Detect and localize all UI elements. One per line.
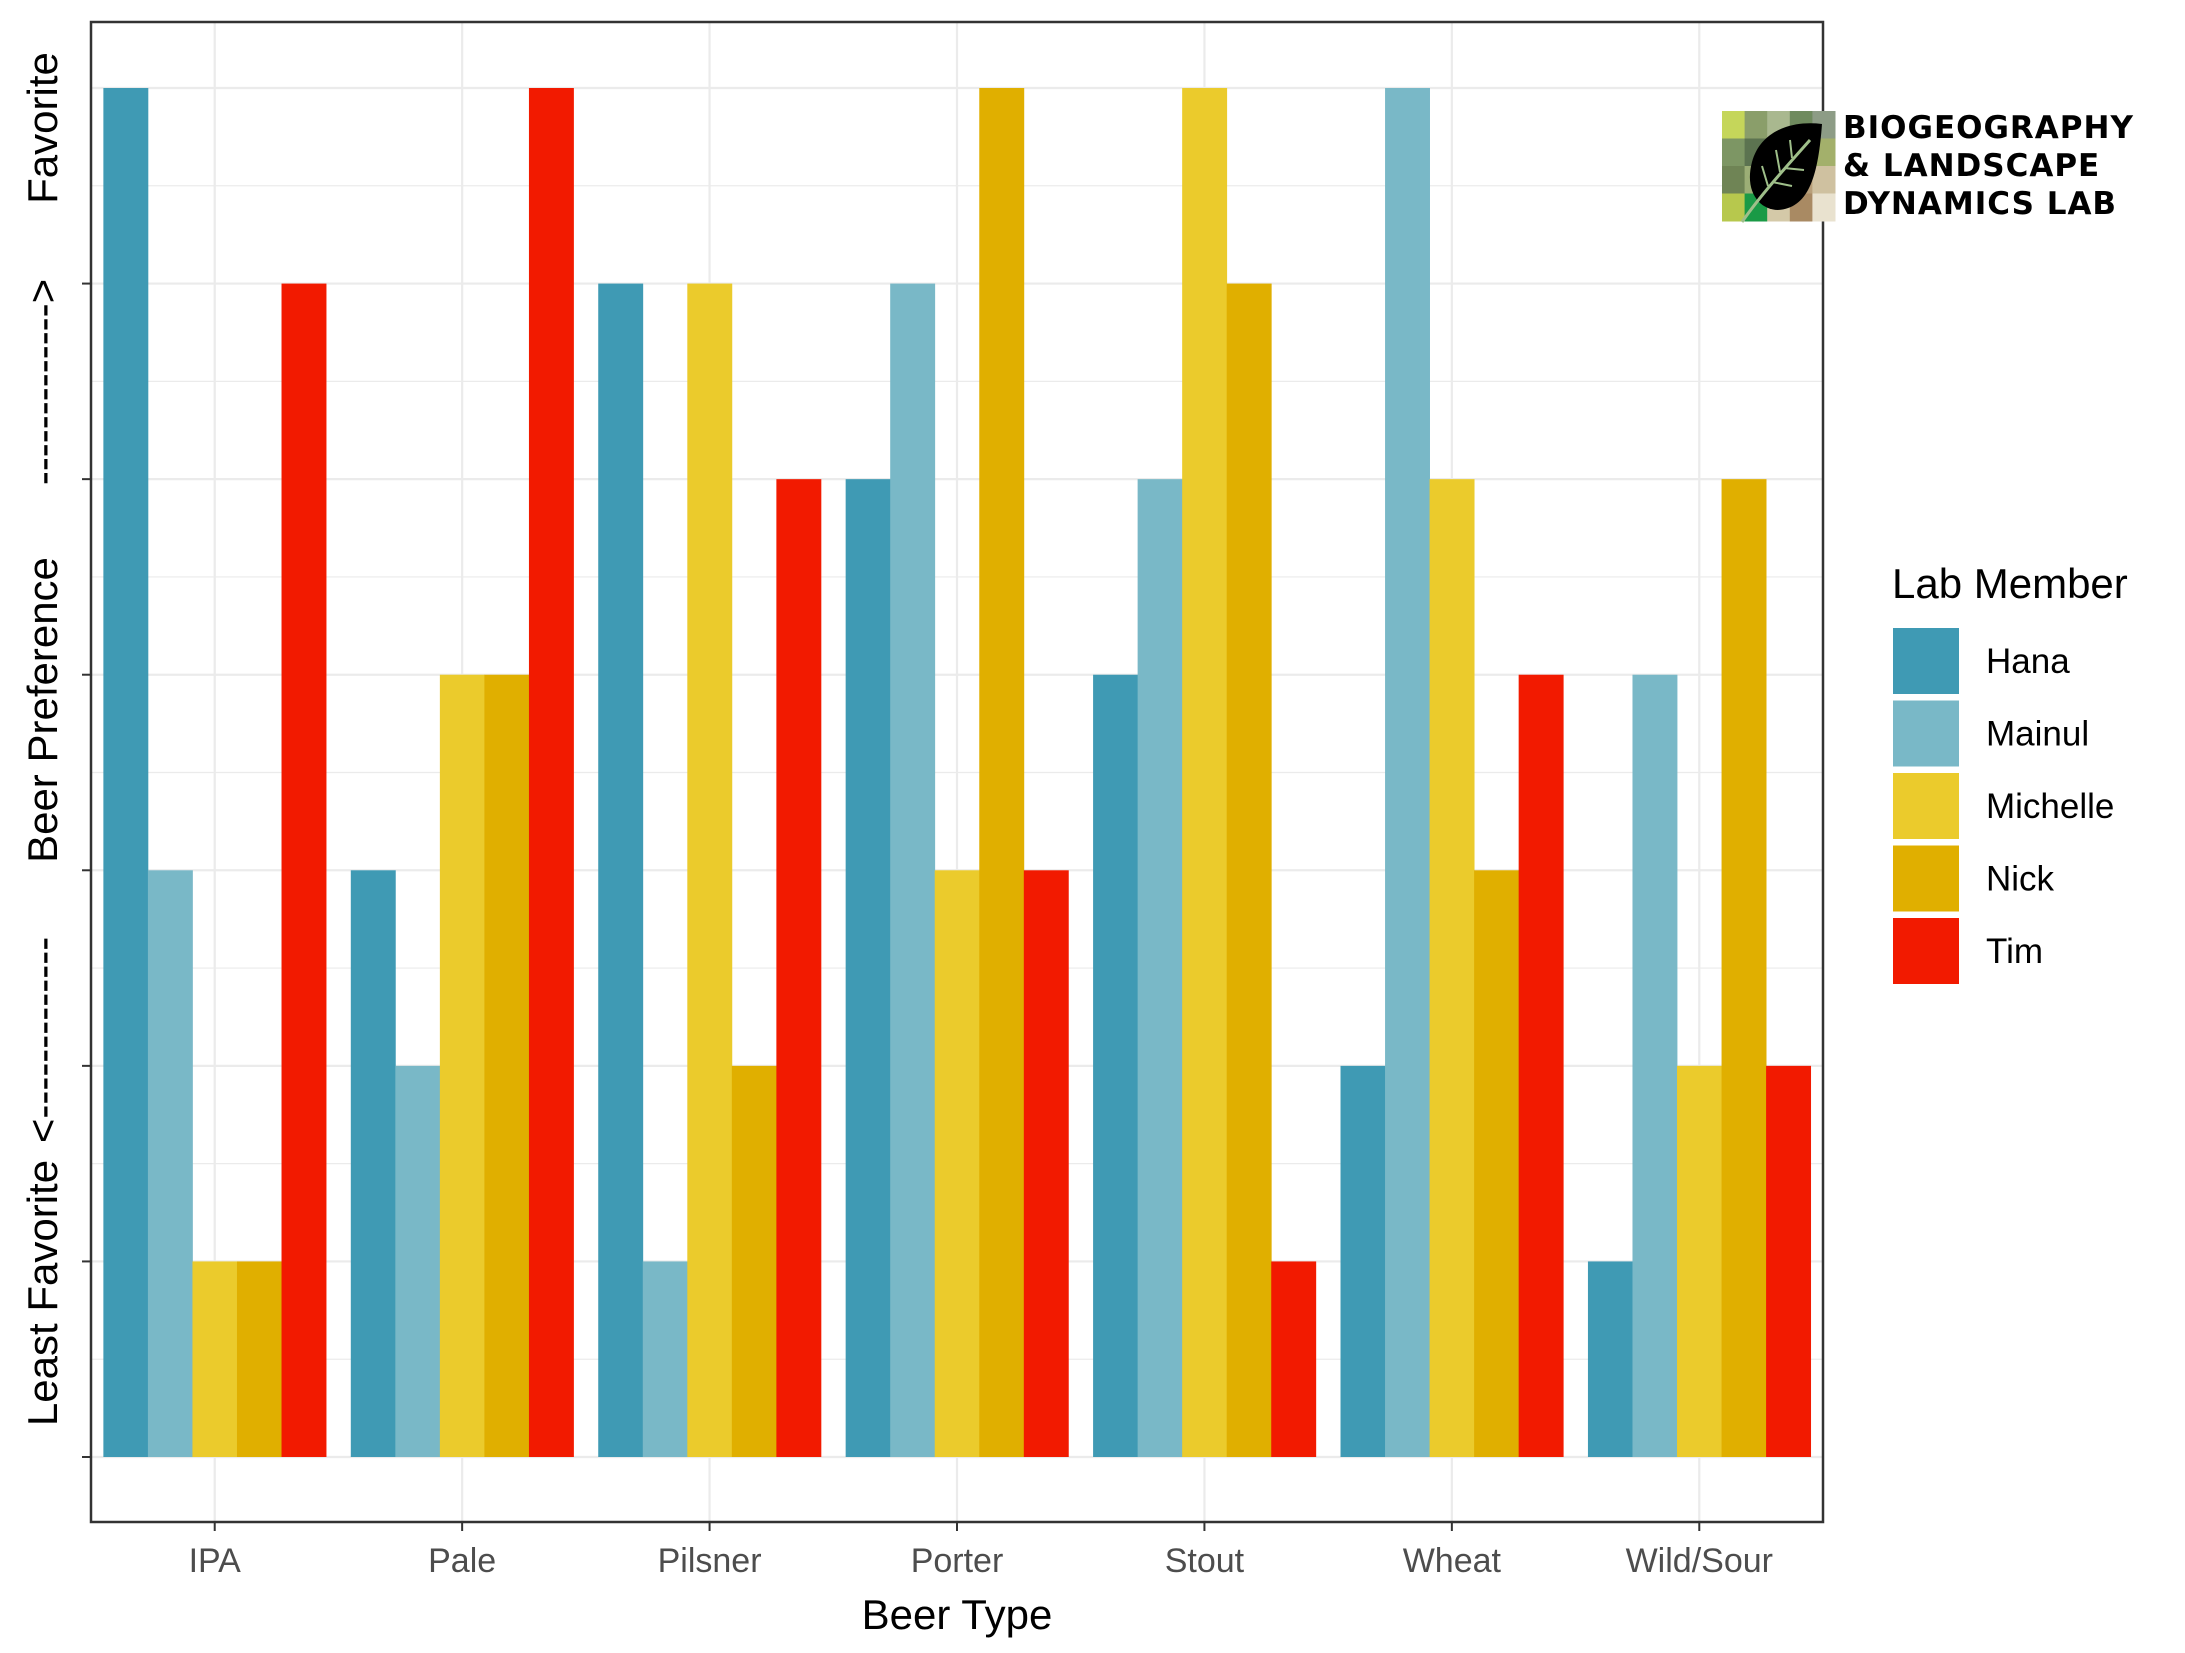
x-tick-label: Pale <box>428 1542 496 1580</box>
bar-michelle-pale <box>439 674 485 1457</box>
legend-label-michelle: Michelle <box>1986 787 2114 826</box>
bar-tim-stout <box>1271 1261 1317 1457</box>
bar-tim-porter <box>1023 870 1069 1457</box>
legend-title: Lab Member <box>1892 560 2128 607</box>
bar-mainul-porter <box>890 283 936 1458</box>
legend-swatch-mainul <box>1893 700 1959 767</box>
bar-tim-pale <box>528 88 574 1457</box>
bar-nick-stout <box>1226 283 1272 1458</box>
bar-hana-stout <box>1093 674 1139 1457</box>
bar-nick-pilsner <box>731 1065 777 1457</box>
logo-line-1: BIOGEOGRAPHY <box>1843 110 2134 146</box>
logo-tile <box>1812 166 1836 194</box>
y-axis-arrow-high: -------------> <box>19 279 66 485</box>
bar-michelle-wheat <box>1429 479 1475 1458</box>
bar-tim-pilsner <box>776 479 822 1458</box>
bar-hana-wheat <box>1340 1065 1386 1457</box>
legend-swatch-tim <box>1893 918 1959 984</box>
bar-hana-ipa <box>103 88 149 1457</box>
logo-tile <box>1812 193 1836 222</box>
bar-mainul-wheat <box>1385 88 1430 1457</box>
logo-tile <box>1722 111 1746 139</box>
leaf-icon <box>1740 123 1822 223</box>
legend-label-nick: Nick <box>1986 860 2055 899</box>
legend-swatch-hana <box>1893 628 1959 694</box>
bar-mainul-pale <box>395 1065 441 1457</box>
bar-tim-ipa <box>281 283 327 1458</box>
x-tick-label: Wild/Sour <box>1626 1542 1773 1580</box>
bar-hana-pale <box>350 870 396 1457</box>
legend-label-mainul: Mainul <box>1986 715 2089 754</box>
legend-label-hana: Hana <box>1986 642 2070 681</box>
legend-swatch-michelle <box>1893 773 1959 839</box>
bar-nick-porter <box>979 88 1025 1457</box>
bar-nick-ipa <box>236 1261 282 1457</box>
bar-nick-wildsour <box>1721 479 1767 1458</box>
bars <box>103 88 1812 1458</box>
x-tick-label: Pilsner <box>658 1542 762 1580</box>
y-axis-arrow-low: <------------- <box>19 937 66 1143</box>
bar-tim-wildsour <box>1766 1065 1812 1457</box>
logo-line-3: DYNAMICS LAB <box>1843 186 2117 222</box>
legend-items: Hana Mainul Michelle Nick Tim <box>1893 628 2114 984</box>
bar-michelle-wildsour <box>1677 1065 1722 1457</box>
bar-michelle-stout <box>1182 88 1228 1457</box>
bar-nick-pale <box>484 674 530 1457</box>
y-axis-label-middle: Beer Preference <box>19 557 66 863</box>
logo-tile <box>1744 111 1768 139</box>
lab-logo: BIOGEOGRAPHY & LANDSCAPE DYNAMICS LAB <box>1722 110 2134 223</box>
x-tick-label: IPA <box>189 1542 242 1580</box>
bar-michelle-ipa <box>192 1261 238 1457</box>
bar-mainul-wildsour <box>1632 674 1678 1457</box>
bar-mainul-ipa <box>147 870 193 1457</box>
bar-tim-wheat <box>1518 674 1564 1457</box>
logo-tile <box>1722 166 1746 194</box>
y-axis-label-high: Favorite <box>19 52 66 204</box>
legend: Lab Member Hana Mainul Michelle Nick Tim <box>1892 560 2128 984</box>
legend-label-tim: Tim <box>1986 932 2043 971</box>
bar-michelle-porter <box>934 870 980 1457</box>
x-axis-title: Beer Type <box>862 1591 1053 1638</box>
x-tick-label: Wheat <box>1403 1542 1502 1580</box>
bar-mainul-pilsner <box>642 1261 688 1457</box>
bar-hana-porter <box>845 479 891 1458</box>
logo-tile <box>1722 193 1746 222</box>
x-axis-ticks: IPA Pale Pilsner Porter Stout Wheat Wild/Sour <box>189 1522 1773 1580</box>
y-axis-ticks <box>82 282 91 1458</box>
bar-hana-pilsner <box>598 283 644 1458</box>
bar-michelle-pilsner <box>687 283 733 1458</box>
bar-hana-wildsour <box>1587 1261 1633 1457</box>
legend-swatch-nick <box>1893 845 1959 912</box>
logo-line-2: & LANDSCAPE <box>1843 148 2100 184</box>
bar-mainul-stout <box>1137 479 1183 1458</box>
x-tick-label: Porter <box>911 1542 1004 1580</box>
y-axis-label-low: Least Favorite <box>19 1160 66 1426</box>
logo-tile <box>1722 138 1746 167</box>
x-tick-label: Stout <box>1165 1542 1245 1580</box>
bar-nick-wheat <box>1474 870 1520 1457</box>
logo-mosaic <box>1722 111 1836 222</box>
